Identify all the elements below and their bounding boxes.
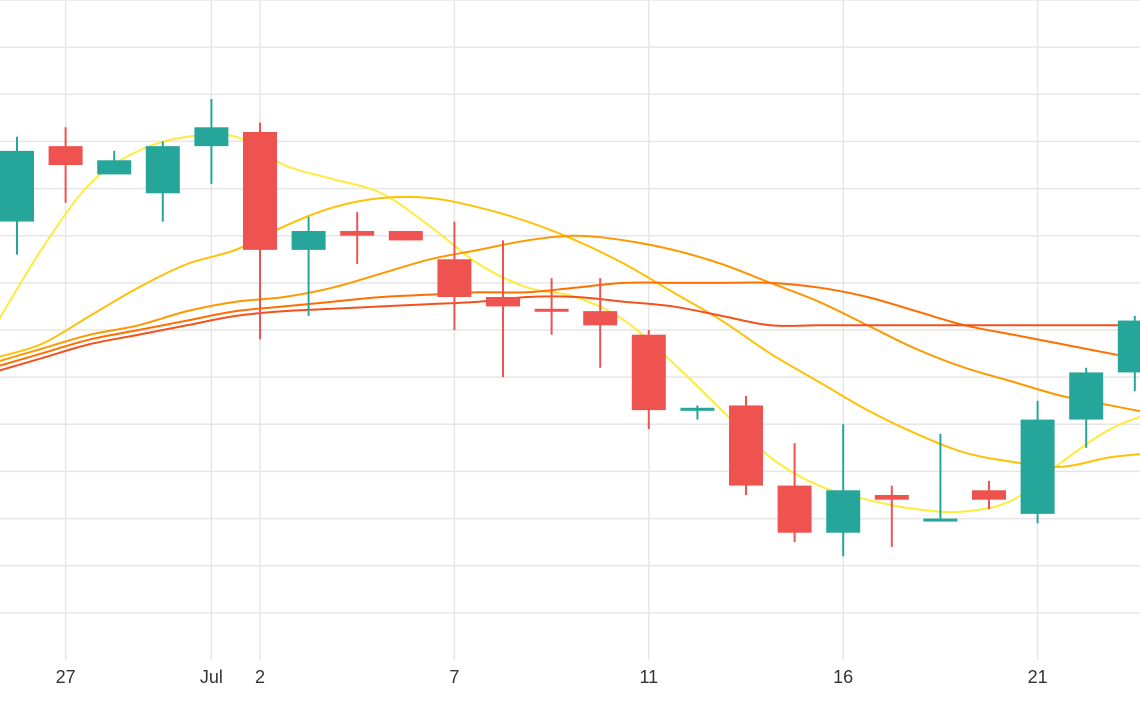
candle-body	[243, 132, 277, 250]
x-tick-label: 7	[449, 667, 459, 687]
candle	[243, 122, 277, 340]
candle	[388, 231, 423, 241]
candle	[340, 212, 375, 264]
candle-body	[1117, 320, 1140, 373]
candle	[583, 278, 618, 368]
candle	[0, 136, 34, 255]
candle-body	[1069, 372, 1104, 420]
candle	[534, 278, 569, 335]
candle-body	[923, 518, 958, 522]
candle	[291, 216, 326, 316]
candle-body	[291, 231, 326, 250]
candle-body	[972, 490, 1006, 500]
candle-body	[97, 160, 132, 175]
gridlines	[0, 0, 1140, 660]
candle-body	[534, 308, 569, 312]
candle	[194, 99, 229, 184]
moving-average-line	[0, 195, 1140, 468]
x-tick-label: Jul	[200, 667, 223, 687]
candles	[0, 99, 1140, 557]
candle-body	[0, 150, 34, 222]
x-tick-label: 11	[639, 667, 658, 687]
candle	[48, 127, 83, 203]
candle-body	[583, 311, 618, 326]
candle-body	[631, 334, 666, 411]
x-tick-label: 2	[255, 667, 265, 687]
candle	[97, 150, 132, 175]
candle-body	[437, 259, 472, 297]
candle-body	[48, 146, 83, 165]
candle-body	[777, 485, 812, 533]
candle	[1117, 315, 1140, 392]
candle-body	[1020, 419, 1055, 514]
moving-average-line	[0, 295, 1140, 372]
candle-body	[729, 405, 763, 486]
candle-body	[194, 127, 229, 147]
x-axis: 27 Jul 2 7 11 16 21	[56, 667, 1048, 687]
candle	[729, 396, 763, 495]
candle-body	[680, 407, 715, 411]
moving-average-line	[0, 234, 1140, 413]
candle	[972, 480, 1006, 510]
candle	[1069, 367, 1104, 448]
candle	[923, 433, 958, 522]
candle-body	[145, 146, 180, 194]
candle	[437, 221, 472, 330]
candle-body	[340, 231, 375, 236]
candle	[680, 405, 715, 420]
candle	[486, 240, 520, 378]
candle	[777, 443, 812, 543]
candle	[826, 424, 861, 557]
candle-body	[388, 231, 423, 241]
x-tick-label: 27	[56, 667, 76, 687]
moving-average-lines	[0, 133, 1140, 514]
candle	[145, 141, 180, 222]
x-tick-label: 21	[1028, 667, 1048, 687]
candle-body	[874, 495, 909, 500]
candle-body	[486, 297, 520, 307]
candle	[874, 485, 909, 547]
candle	[631, 330, 666, 429]
candle	[1020, 400, 1055, 524]
x-tick-label: 16	[833, 667, 853, 687]
candle-body	[826, 490, 861, 533]
